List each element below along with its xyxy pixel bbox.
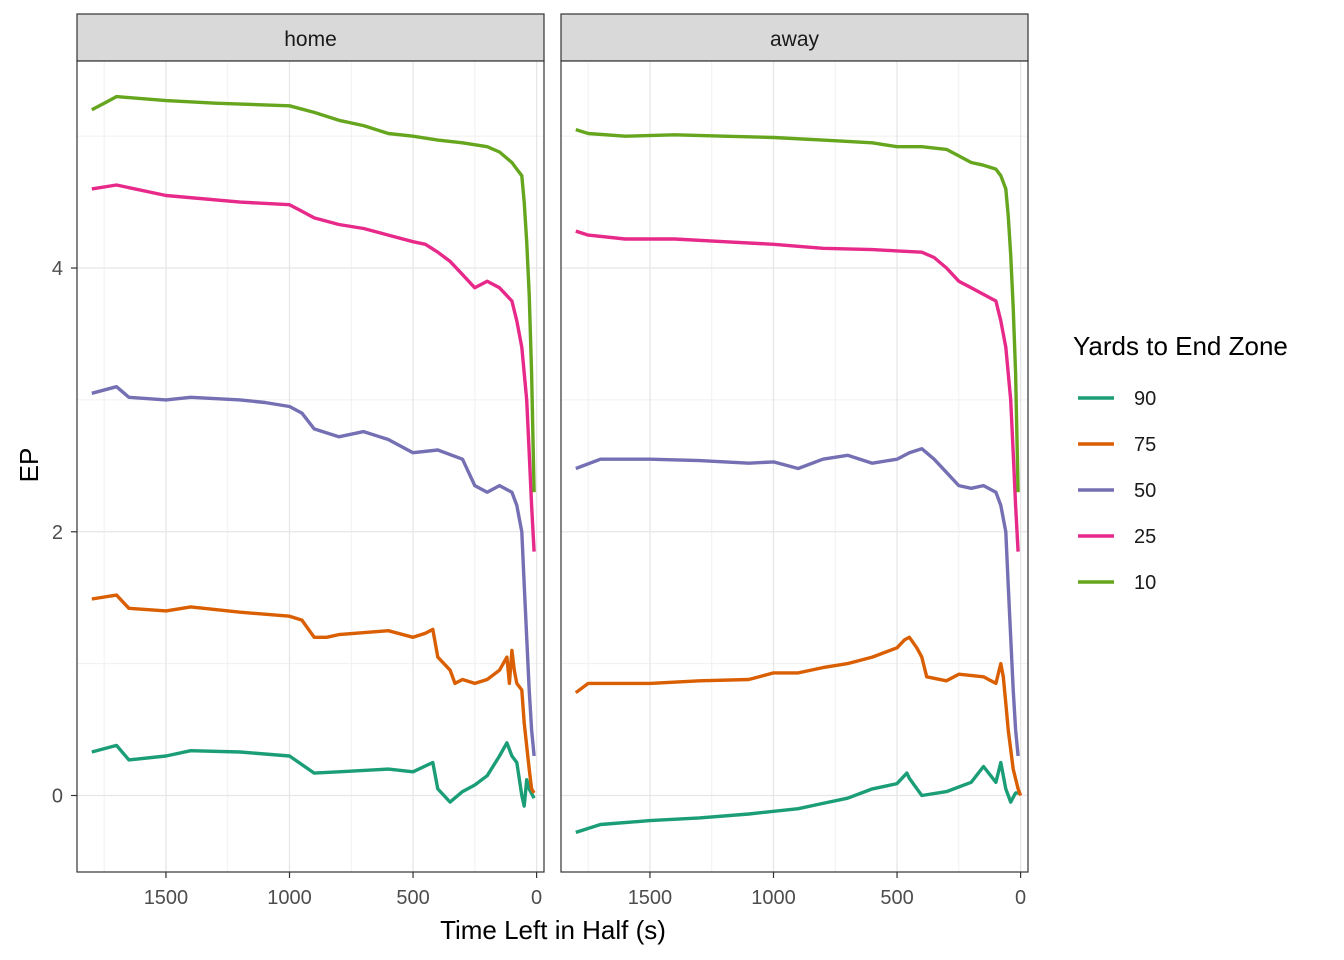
legend-label-90: 90 bbox=[1134, 388, 1156, 410]
legend-item-90: 90 bbox=[1078, 388, 1156, 410]
panel-border bbox=[76, 60, 545, 873]
x-tick-label: 500 bbox=[396, 887, 429, 909]
legend-label-10: 10 bbox=[1134, 572, 1156, 594]
axes: 1500 1000 500 0 0 2 4 1500 1000 500 0 bbox=[52, 258, 1026, 909]
series-line-10-away bbox=[575, 127, 1020, 493]
y-tick-label: 4 bbox=[52, 258, 63, 280]
legend-label-25: 25 bbox=[1134, 526, 1156, 548]
legend: Yards to End Zone 90 75 50 25 10 bbox=[1073, 331, 1288, 594]
grid bbox=[77, 61, 544, 872]
series-line-75-home bbox=[91, 593, 536, 794]
panel-border bbox=[560, 60, 1029, 873]
x-axis-title: Time Left in Half (s) bbox=[440, 915, 666, 945]
y-tick-label: 0 bbox=[52, 786, 63, 808]
legend-title: Yards to End Zone bbox=[1073, 331, 1288, 361]
x-tick-label: 1000 bbox=[267, 887, 312, 909]
series-line-75-away bbox=[574, 635, 1023, 797]
x-tick-label: 0 bbox=[531, 887, 542, 909]
panel-home: home bbox=[76, 13, 545, 873]
x-tick-label: 1500 bbox=[144, 887, 189, 909]
series-line-90-away bbox=[575, 760, 1020, 835]
series-line-50-home bbox=[91, 385, 536, 757]
series-line-90-home bbox=[91, 741, 536, 808]
series-line-25-away bbox=[575, 229, 1020, 552]
facet-label-home: home bbox=[284, 28, 337, 51]
series-lines bbox=[574, 127, 1023, 835]
panel-background bbox=[77, 61, 544, 872]
x-tick-label: 1000 bbox=[751, 887, 796, 909]
legend-item-25: 25 bbox=[1078, 526, 1156, 548]
series-lines bbox=[91, 94, 536, 808]
legend-label-75: 75 bbox=[1134, 434, 1156, 456]
grid bbox=[561, 61, 1028, 872]
legend-item-50: 50 bbox=[1078, 480, 1156, 502]
y-axis-title: EP bbox=[14, 448, 44, 483]
series-line-10-home bbox=[91, 94, 536, 493]
x-tick-label: 500 bbox=[880, 887, 913, 909]
series-line-25-home bbox=[91, 183, 536, 552]
y-tick-label: 2 bbox=[52, 522, 63, 544]
legend-item-75: 75 bbox=[1078, 434, 1156, 456]
series-line-50-away bbox=[575, 447, 1020, 757]
facet-label-away: away bbox=[770, 28, 820, 51]
legend-label-50: 50 bbox=[1134, 480, 1156, 502]
facet-strip-home bbox=[76, 13, 545, 62]
panel-away: away bbox=[560, 13, 1029, 873]
legend-item-10: 10 bbox=[1078, 572, 1156, 594]
facet-panels: home away bbox=[76, 13, 1029, 873]
x-tick-label: 1500 bbox=[628, 887, 673, 909]
x-tick-label: 0 bbox=[1015, 887, 1026, 909]
